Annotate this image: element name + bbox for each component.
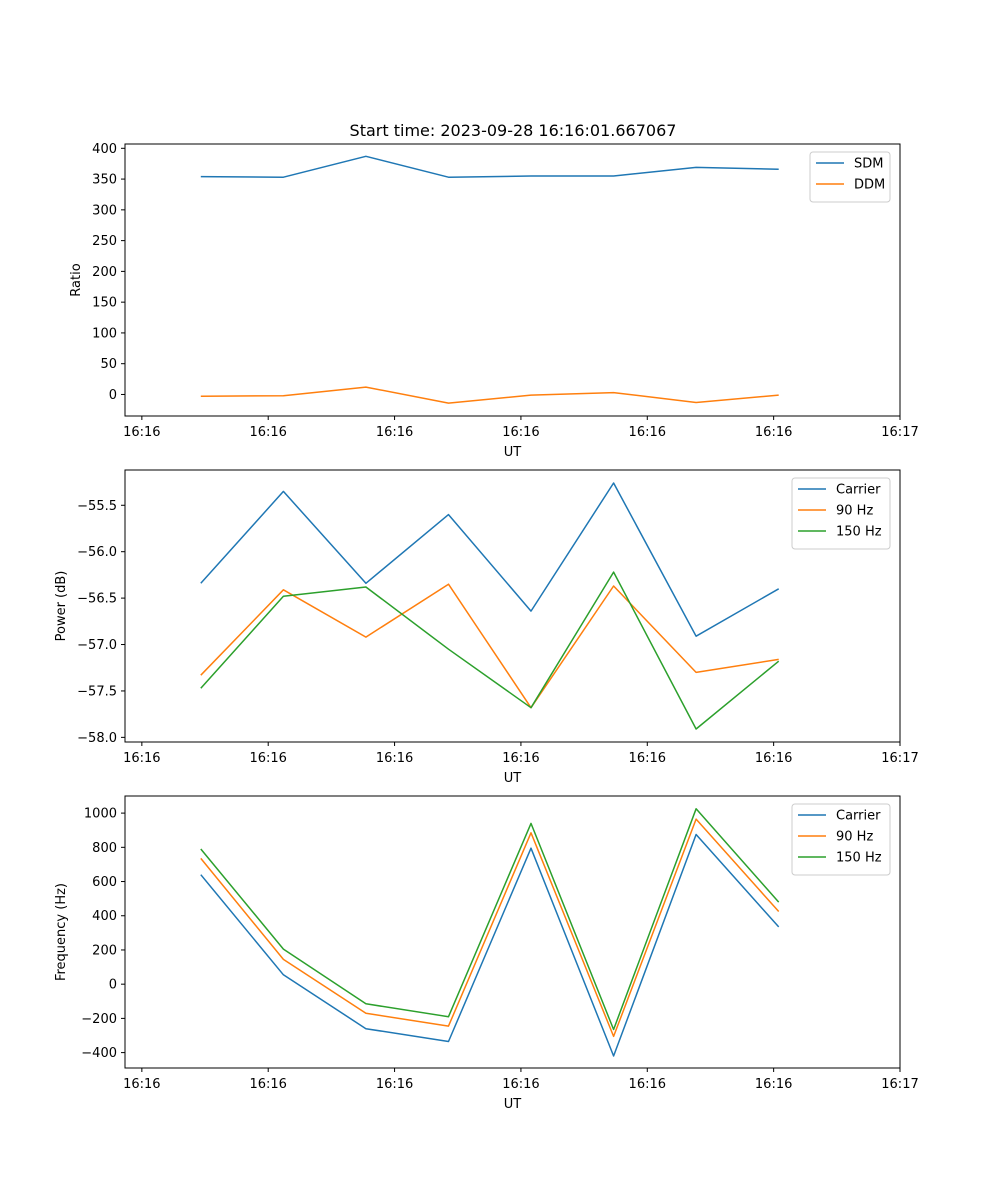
x-tick-label: 16:16 xyxy=(629,751,666,766)
x-tick-label: 16:16 xyxy=(249,1077,286,1092)
axes-frame xyxy=(124,795,901,1069)
y-tick-label: 250 xyxy=(92,234,117,249)
y-tick-label: −200 xyxy=(81,1012,117,1027)
y-tick-label: 0 xyxy=(109,388,117,403)
plot-panel-2: 16:16 16:16 16:16 16:16 16:16 16:16 16:17 −58.0… xyxy=(54,469,919,786)
y-tick-label: −57.0 xyxy=(77,638,117,653)
x-tick-label: 16:16 xyxy=(376,1077,413,1092)
y-tick-label: −56.0 xyxy=(77,545,117,560)
x-tick-label: 16:16 xyxy=(123,425,160,440)
series-line-150-hz xyxy=(200,571,780,730)
x-tick-label: 16:16 xyxy=(249,751,286,766)
x-tick-label: 16:17 xyxy=(881,1077,918,1092)
plot-panel-1: 16:16 16:16 16:16 16:16 16:16 16:16 16:17 0 50 10… xyxy=(69,142,919,460)
legend-entry: 150 Hz xyxy=(836,525,882,540)
x-tick-label: 16:17 xyxy=(881,425,918,440)
x-tick-label: 16:16 xyxy=(629,425,666,440)
y-tick-label: −56.5 xyxy=(77,592,117,607)
y-tick-label: 400 xyxy=(92,142,117,157)
y-tick-label: 100 xyxy=(92,326,117,341)
y-tick-label: −58.0 xyxy=(77,731,117,746)
x-tick-label: 16:16 xyxy=(629,1077,666,1092)
x-tick-label: 16:16 xyxy=(502,751,539,766)
y-axis-label: Frequency (Hz) xyxy=(54,883,69,981)
axes-frame xyxy=(124,469,901,743)
series-line-90-hz xyxy=(200,818,780,1038)
y-tick-label: 600 xyxy=(92,875,117,890)
x-tick-label: 16:16 xyxy=(755,751,792,766)
series-line-carrier xyxy=(200,482,780,637)
y-tick-label: −55.5 xyxy=(77,499,117,514)
y-tick-label: 150 xyxy=(92,296,117,311)
series-line-150-hz xyxy=(200,808,780,1031)
y-tick-label: 200 xyxy=(92,943,117,958)
y-tick-label: 400 xyxy=(92,909,117,924)
legend-entry: DDM xyxy=(854,178,885,193)
y-tick-label: 350 xyxy=(92,173,117,188)
x-tick-label: 16:16 xyxy=(502,425,539,440)
x-tick-label: 16:16 xyxy=(755,425,792,440)
plot-panel-3: 16:16 16:16 16:16 16:16 16:16 16:16 16:17 −400 −… xyxy=(54,795,919,1112)
series-line-sdm xyxy=(200,155,779,178)
legend: Carrier 90 Hz 150 Hz xyxy=(791,803,891,876)
x-tick-label: 16:16 xyxy=(502,1077,539,1092)
legend-entry: 90 Hz xyxy=(836,830,873,845)
y-tick-label: 300 xyxy=(92,203,117,218)
x-tick-label: 16:16 xyxy=(123,751,160,766)
x-tick-label: 16:16 xyxy=(755,1077,792,1092)
y-tick-label: 0 xyxy=(109,978,117,993)
x-tick-label: 16:16 xyxy=(376,751,413,766)
y-tick-label: 50 xyxy=(100,357,117,372)
x-axis-label: UT xyxy=(504,1097,522,1112)
x-tick-label: 16:16 xyxy=(123,1077,160,1092)
legend-entry: 150 Hz xyxy=(836,851,882,866)
y-tick-label: 800 xyxy=(92,841,117,856)
series-line-carrier xyxy=(200,833,780,1057)
y-tick-label: 200 xyxy=(92,265,117,280)
legend-entry: Carrier xyxy=(836,809,881,824)
series-line-90-hz xyxy=(200,583,779,709)
series-line-ddm xyxy=(200,386,779,404)
y-tick-label: −57.5 xyxy=(77,684,117,699)
x-axis-label: UT xyxy=(504,771,522,786)
legend: Carrier 90 Hz 150 Hz xyxy=(791,477,891,550)
x-tick-label: 16:16 xyxy=(249,425,286,440)
x-tick-label: 16:16 xyxy=(376,425,413,440)
y-tick-label: 1000 xyxy=(84,807,117,822)
legend-entry: 90 Hz xyxy=(836,504,873,519)
y-axis-label: Power (dB) xyxy=(54,571,69,642)
x-tick-label: 16:17 xyxy=(881,751,918,766)
legend-entry: SDM xyxy=(854,157,883,172)
y-axis-label: Ratio xyxy=(69,263,84,296)
x-axis-label: UT xyxy=(504,445,522,460)
axes-frame xyxy=(124,143,901,417)
legend: SDM DDM xyxy=(809,151,891,203)
legend-entry: Carrier xyxy=(836,483,881,498)
y-tick-label: −400 xyxy=(81,1046,117,1061)
chart-title: Start time: 2023-09-28 16:16:01.667067 xyxy=(350,121,677,140)
legend-box xyxy=(809,151,891,203)
